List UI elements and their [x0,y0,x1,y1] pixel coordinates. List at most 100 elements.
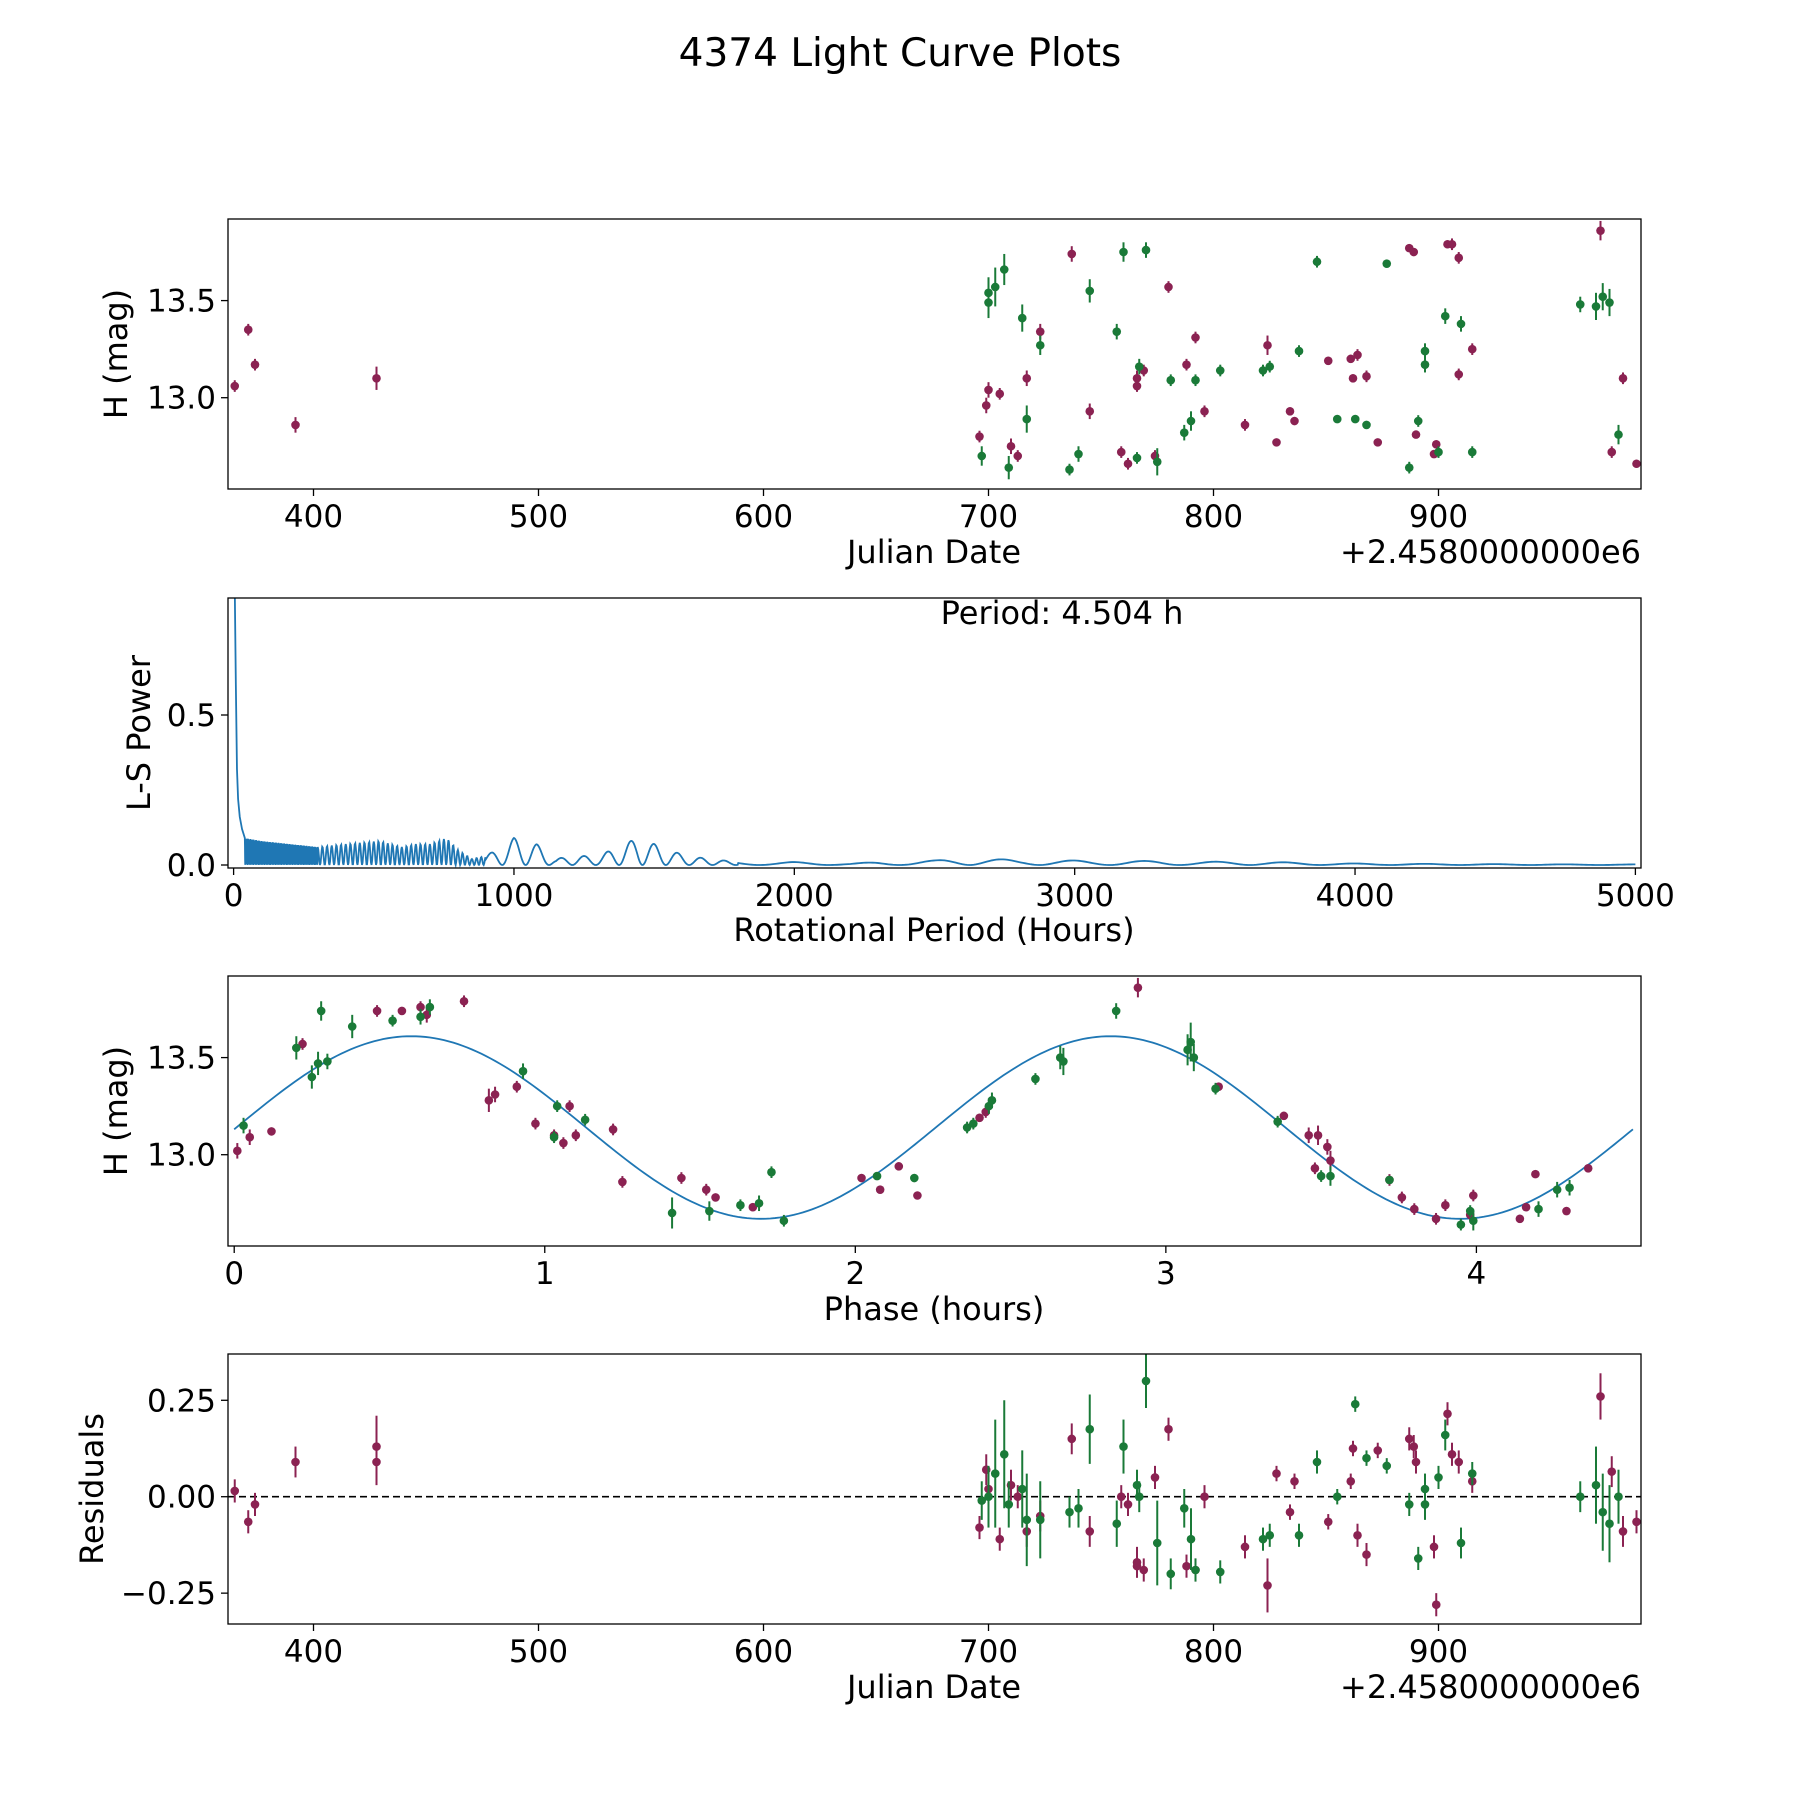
filter-g-point [1373,438,1383,447]
filter-g-point [1618,373,1628,383]
periodogram-panel: 0 1000 2000 3000 4000 5000 0.0 0.5 Period: 4.5… [120,594,1675,949]
filter-r-point [1215,1567,1225,1577]
lightcurve-frame [227,218,1642,490]
residuals-x-ticks: 400 500 600 700 800 900 [284,1624,1468,1670]
filter-r-point [1141,1376,1151,1386]
filter-g-point [372,1457,381,1467]
filter-g-point [1279,1111,1289,1121]
filter-r-point [990,1469,1000,1478]
filter-r-point [1179,428,1189,437]
filter-r-point [872,1171,882,1181]
filter-g-point [1411,1457,1421,1467]
phase-x-tick-label: 1 [535,1256,555,1292]
filter-r-point [1166,1569,1176,1579]
residuals-ylabel: Residuals [73,1413,111,1565]
filter-g-point [565,1101,574,1111]
filter-r-point [1191,375,1200,385]
filter-g-point [267,1127,276,1136]
filter-g-point [372,373,381,383]
sinusoid-fit-line [233,1035,1634,1220]
filter-r-point [323,1057,332,1066]
filter-g-point [291,1457,300,1467]
filter-g-point [1447,239,1457,249]
periodogram-x-tick-label: 0 [224,878,244,914]
filter-r-point [1404,463,1414,472]
filter-r-point [1420,360,1430,369]
filter-r-point [987,1096,997,1105]
phase-xlabel: Phase (hours) [824,1290,1045,1328]
filter-r-point [1467,447,1477,457]
residuals-x-tick-label: 400 [284,1634,343,1670]
filter-r-point [1316,1171,1326,1181]
filter-r-point [1211,1084,1220,1093]
filter-g-point [1454,370,1464,379]
filter-r-point [1614,1492,1623,1502]
filter-r-point [1312,257,1322,267]
filter-r-point [1404,1500,1414,1509]
residuals-y-ticks: −0.25 0.00 0.25 [121,1383,228,1612]
filter-g-point [1454,1457,1464,1467]
filter-g-point [298,1039,307,1049]
filter-g-point [1182,360,1191,369]
periodogram-marks [233,598,1636,868]
filter-g-point [1132,373,1142,383]
lightcurve-x-tick-label: 500 [509,499,568,535]
filter-g-point [701,1185,711,1194]
residuals-x-tick-label: 600 [734,1634,793,1670]
filter-r-point [779,1216,789,1226]
filter-r-point [1004,1500,1014,1509]
filter-r-point [1004,463,1014,472]
filter-g-point [1607,1467,1617,1476]
filter-r-point [1413,416,1423,426]
filter-r-point [1189,1053,1199,1062]
filter-r-point [1534,1204,1543,1214]
filter-g-point [1290,1476,1299,1486]
filter-r-point [1119,247,1128,257]
filter-g-point [1348,1444,1358,1453]
filter-r-point [239,1121,248,1130]
figure-title: 4374 Light Curve Plots [679,31,1122,76]
residuals-marks [228,1354,1641,1617]
periodogram-x-ticks: 0 1000 2000 3000 4000 5000 [224,868,1675,914]
phase-frame [227,975,1642,1247]
filter-g-point [1454,253,1464,263]
filter-g-point [1362,1550,1371,1559]
filter-g-point [1323,1142,1332,1152]
filter-r-point [1382,259,1392,268]
residuals-x-tick-label: 700 [959,1634,1018,1670]
filter-g-point [1515,1214,1525,1224]
filter-g-point [1006,441,1016,451]
filter-g-point [984,385,993,395]
filter-r-point [1134,362,1144,371]
filter-r-point [999,1449,1009,1459]
filter-r-point [1382,1461,1392,1471]
filter-g-point [981,401,991,410]
periodogram-x-tick-label: 4000 [1316,878,1395,914]
lightcurve-xlabel: Julian Date [845,533,1021,571]
filter-r-point [313,1059,323,1068]
filter-r-point [1152,1538,1162,1548]
filter-g-point [1164,282,1173,292]
periodogram-y-tick-label: 0.0 [167,848,216,884]
filter-r-point [1434,447,1443,457]
filter-g-point [559,1138,568,1148]
filter-g-point [894,1162,904,1171]
periodogram-frame [227,597,1642,869]
filter-r-point [1132,453,1142,463]
filter-g-point [1443,1409,1452,1419]
periodogram-xlabel: Rotational Period (Hours) [733,911,1134,949]
filter-g-point [1022,373,1032,383]
filter-g-point [531,1119,540,1128]
filter-r-point [1440,311,1450,321]
filter-r-point [518,1066,528,1076]
phase-panel: 0 1 2 3 4 13.0 13.5 Phase (hours) H (mag) [97,975,1642,1328]
filter-r-point [1085,286,1095,296]
filter-g-point [1411,430,1421,439]
filter-g-point [1348,373,1358,383]
filter-g-point [1632,459,1641,469]
filter-g-point [1085,407,1095,416]
filter-r-point [1552,1185,1562,1194]
filter-r-point [425,1002,435,1012]
filter-r-point [580,1115,590,1125]
filter-g-point [571,1130,581,1140]
